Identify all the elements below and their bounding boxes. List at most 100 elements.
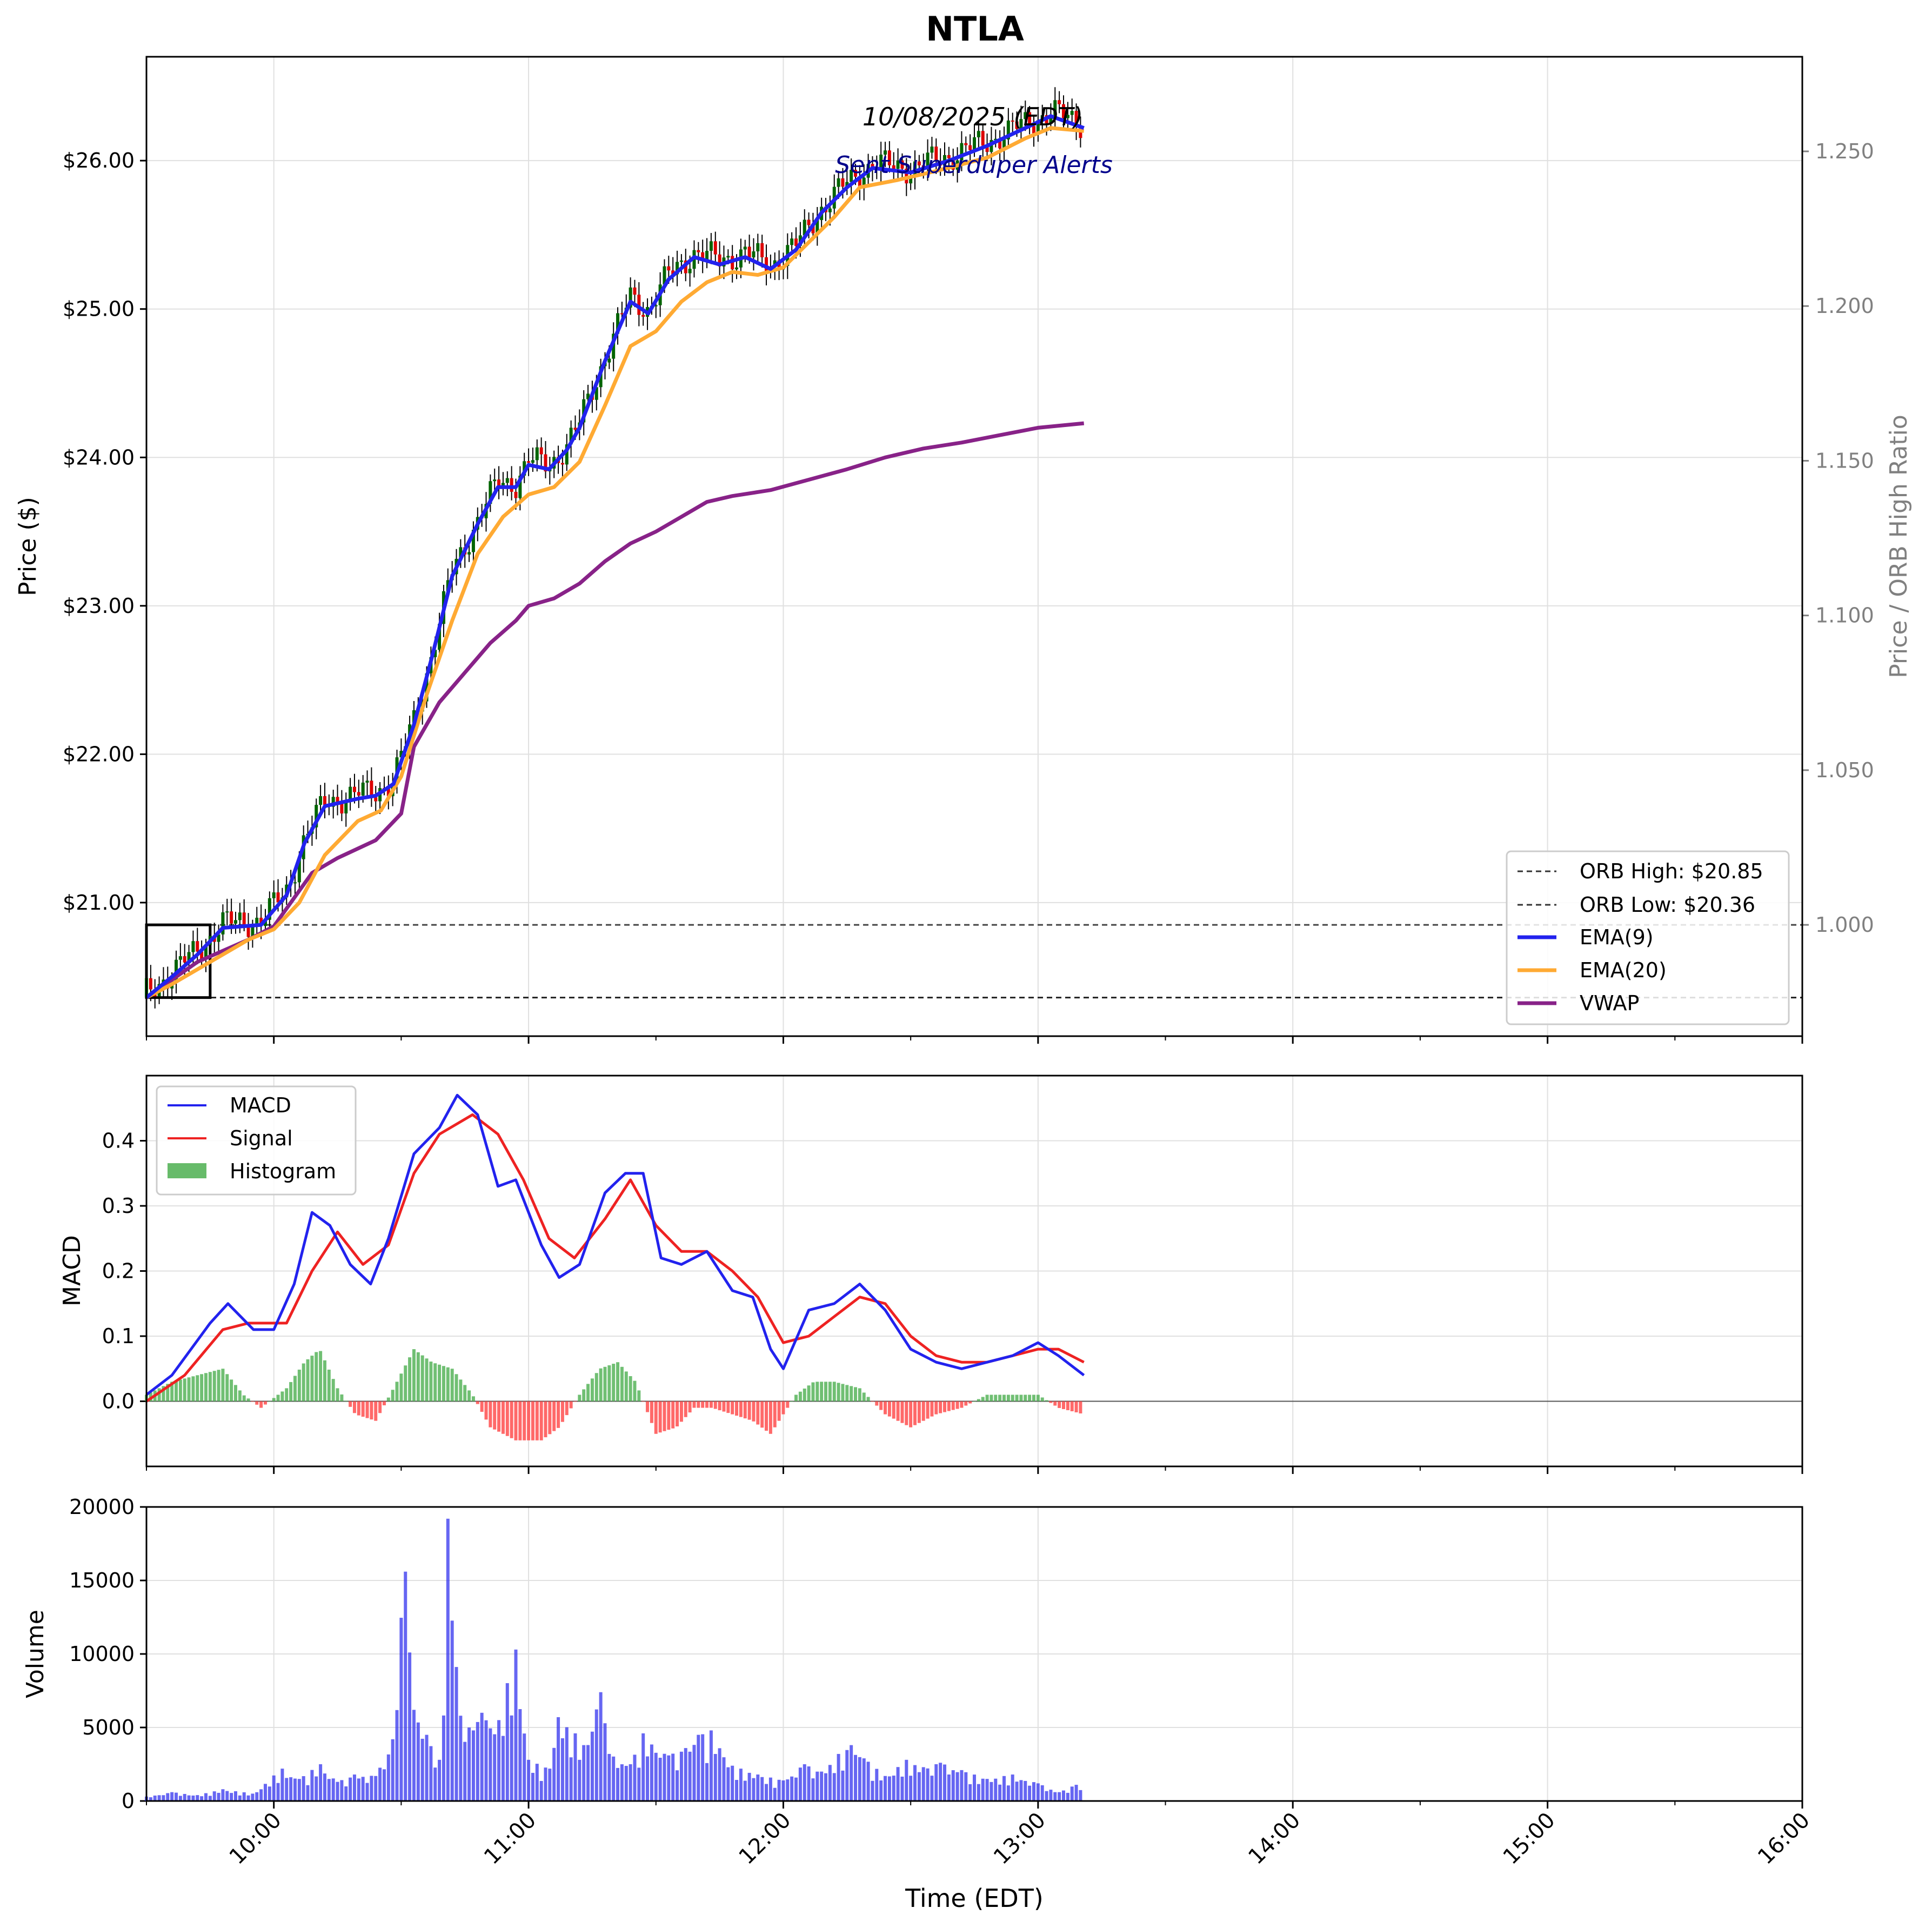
volume-bar <box>276 1783 280 1801</box>
histogram-bar <box>866 1397 870 1402</box>
candle-body <box>862 177 866 189</box>
volume-bar <box>340 1780 344 1801</box>
price-panel: $21.00 $22.00 $23.00 $24.00 $25.00 $26.00 1.00… <box>63 87 1874 1009</box>
ema9-line <box>145 114 1085 999</box>
histogram-bar <box>650 1401 653 1423</box>
volume-bar <box>1079 1790 1082 1801</box>
histogram-bar <box>578 1395 581 1402</box>
candle-body <box>968 145 972 150</box>
candle-body <box>705 251 709 261</box>
histogram-bar <box>518 1401 522 1440</box>
price-plot-frame <box>145 56 1803 1037</box>
histogram-bar <box>875 1401 879 1406</box>
volume-bar <box>586 1745 590 1801</box>
ratio-tick-label: 1.250 <box>1815 139 1874 163</box>
volume-bar <box>667 1755 671 1801</box>
volume-bar <box>998 1784 1002 1801</box>
volume-tick-label: 15000 <box>69 1569 135 1592</box>
histogram-bar <box>489 1401 492 1427</box>
candle-body <box>518 475 522 498</box>
histogram-bar <box>442 1366 445 1402</box>
histogram-bar <box>794 1395 798 1402</box>
candle-body <box>1061 104 1065 118</box>
volume-bar <box>735 1780 739 1801</box>
candle-body <box>459 547 463 559</box>
histogram-bar <box>552 1401 556 1431</box>
volume-bar <box>221 1789 225 1801</box>
candle-body <box>246 925 250 937</box>
x-tick-label: 10:00 <box>225 1808 286 1870</box>
candle-body <box>654 305 658 306</box>
volume-bar <box>841 1770 845 1801</box>
histogram-bar <box>349 1401 352 1407</box>
candle-body <box>985 145 989 152</box>
histogram-bar <box>196 1375 199 1402</box>
volume-bar <box>489 1728 492 1801</box>
volume-bar <box>293 1778 297 1801</box>
candle-body <box>896 160 900 169</box>
volume-bar <box>964 1772 968 1801</box>
candle-body <box>981 131 985 146</box>
volume-bar <box>943 1764 947 1801</box>
candle-body <box>960 143 964 161</box>
histogram-bar <box>548 1401 552 1435</box>
histogram-bar <box>832 1382 836 1402</box>
volume-bar <box>442 1715 445 1801</box>
histogram-bar <box>1032 1395 1035 1402</box>
histogram-bar <box>947 1401 951 1411</box>
volume-bar <box>1024 1780 1027 1801</box>
histogram-bar <box>187 1377 191 1402</box>
candle-body <box>637 295 641 315</box>
volume-bar <box>327 1779 331 1801</box>
histogram-bar <box>293 1376 297 1402</box>
histogram-bar <box>352 1401 356 1413</box>
macd-line <box>145 1093 1085 1396</box>
volume-bar <box>977 1784 980 1801</box>
volume-bar <box>620 1764 624 1801</box>
candle-body <box>340 803 344 813</box>
volume-bar <box>760 1777 764 1801</box>
volume-bar <box>939 1763 942 1801</box>
candle-body <box>370 780 373 798</box>
histogram-bar <box>709 1401 713 1408</box>
volume-bar <box>242 1792 246 1801</box>
candle-body <box>747 246 751 258</box>
volume-bar <box>174 1792 178 1801</box>
histogram-bar <box>438 1364 442 1402</box>
volume-bar <box>824 1773 828 1801</box>
histogram-bar <box>990 1395 993 1402</box>
histogram-bar <box>225 1374 229 1402</box>
histogram-bar <box>212 1371 216 1402</box>
volume-bar <box>183 1793 186 1801</box>
histogram-bar <box>310 1356 314 1402</box>
volume-bar <box>463 1742 467 1801</box>
candle-body <box>676 262 679 275</box>
volume-bar <box>973 1774 976 1801</box>
volume-bar <box>315 1776 318 1801</box>
histogram-bar <box>433 1363 437 1402</box>
histogram-bar <box>667 1401 671 1430</box>
volume-bar <box>560 1738 564 1801</box>
histogram-bar <box>208 1372 212 1402</box>
volume-bar <box>633 1754 637 1801</box>
volume-bar <box>820 1771 824 1801</box>
candle-body <box>196 941 199 952</box>
candle-body <box>493 479 497 482</box>
candle-body <box>620 313 624 315</box>
histogram-bar <box>395 1382 399 1402</box>
volume-bar <box>765 1784 768 1801</box>
volume-bar <box>968 1784 972 1801</box>
candle-body <box>1058 100 1061 104</box>
histogram-bar <box>510 1401 513 1438</box>
volume-bar <box>344 1786 348 1801</box>
histogram-bar <box>523 1401 526 1440</box>
histogram-bar <box>285 1388 289 1402</box>
chart-title: NTLA <box>926 9 1024 49</box>
histogram-bar <box>671 1401 675 1429</box>
histogram-bar <box>824 1382 828 1402</box>
volume-bar <box>480 1712 484 1801</box>
histogram-bar <box>879 1401 883 1410</box>
volume-bar <box>476 1722 479 1801</box>
volume-bar <box>832 1773 836 1801</box>
